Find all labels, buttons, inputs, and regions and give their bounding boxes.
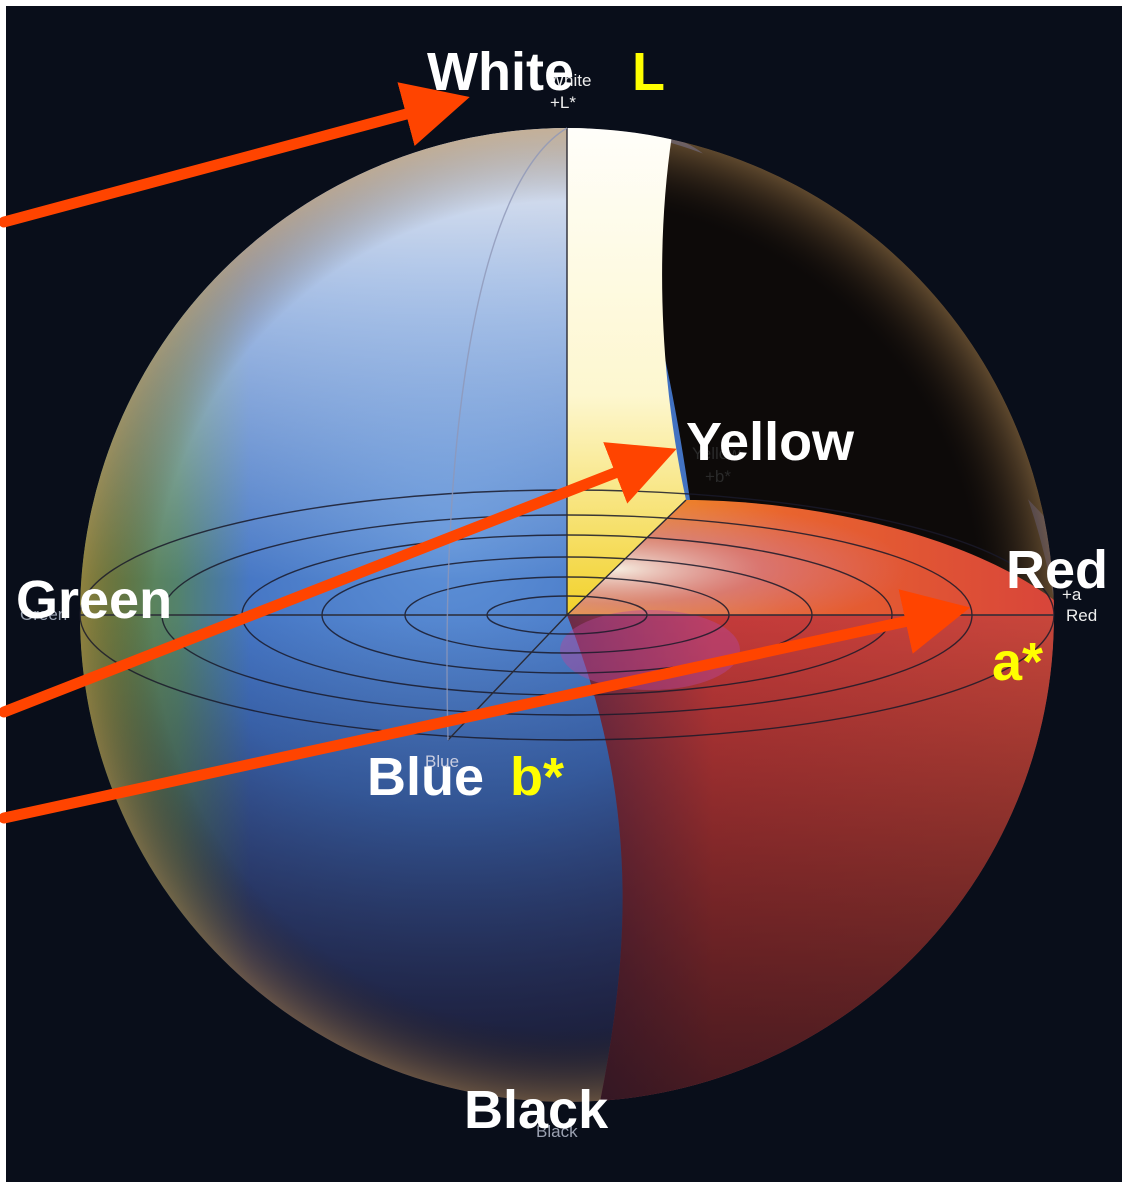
label-black: Black (464, 1080, 609, 1140)
label-white: White (427, 42, 574, 102)
small-labels: White +L* Yellow +b* Green +a Red Blue B… (20, 71, 1097, 1141)
overlay-labels: White L Yellow Green Red a* Blue b* Blac… (16, 42, 1108, 1140)
arrow-to-yellow (0, 442, 677, 718)
small-label-black: Black (536, 1122, 578, 1141)
small-label-green: Green (20, 605, 67, 624)
label-yellow: Yellow (686, 412, 855, 472)
arrow-to-white (0, 82, 470, 228)
small-label-yellow: Yellow (692, 444, 741, 463)
pointer-arrows (0, 82, 971, 824)
small-label-plus-b: +b* (705, 467, 731, 486)
label-green: Green (16, 570, 172, 630)
label-l: L (632, 42, 665, 102)
small-label-plus-l: +L* (550, 93, 576, 112)
label-blue: Blue (367, 747, 484, 807)
label-b-star: b* (510, 747, 564, 807)
label-a-star: a* (992, 632, 1043, 692)
arrow-to-red (0, 589, 971, 824)
small-label-blue: Blue (425, 752, 459, 771)
small-label-white: White (548, 71, 591, 90)
small-label-red: Red (1066, 606, 1097, 625)
small-label-plus-a: +a (1062, 585, 1082, 604)
label-red: Red (1006, 540, 1108, 600)
